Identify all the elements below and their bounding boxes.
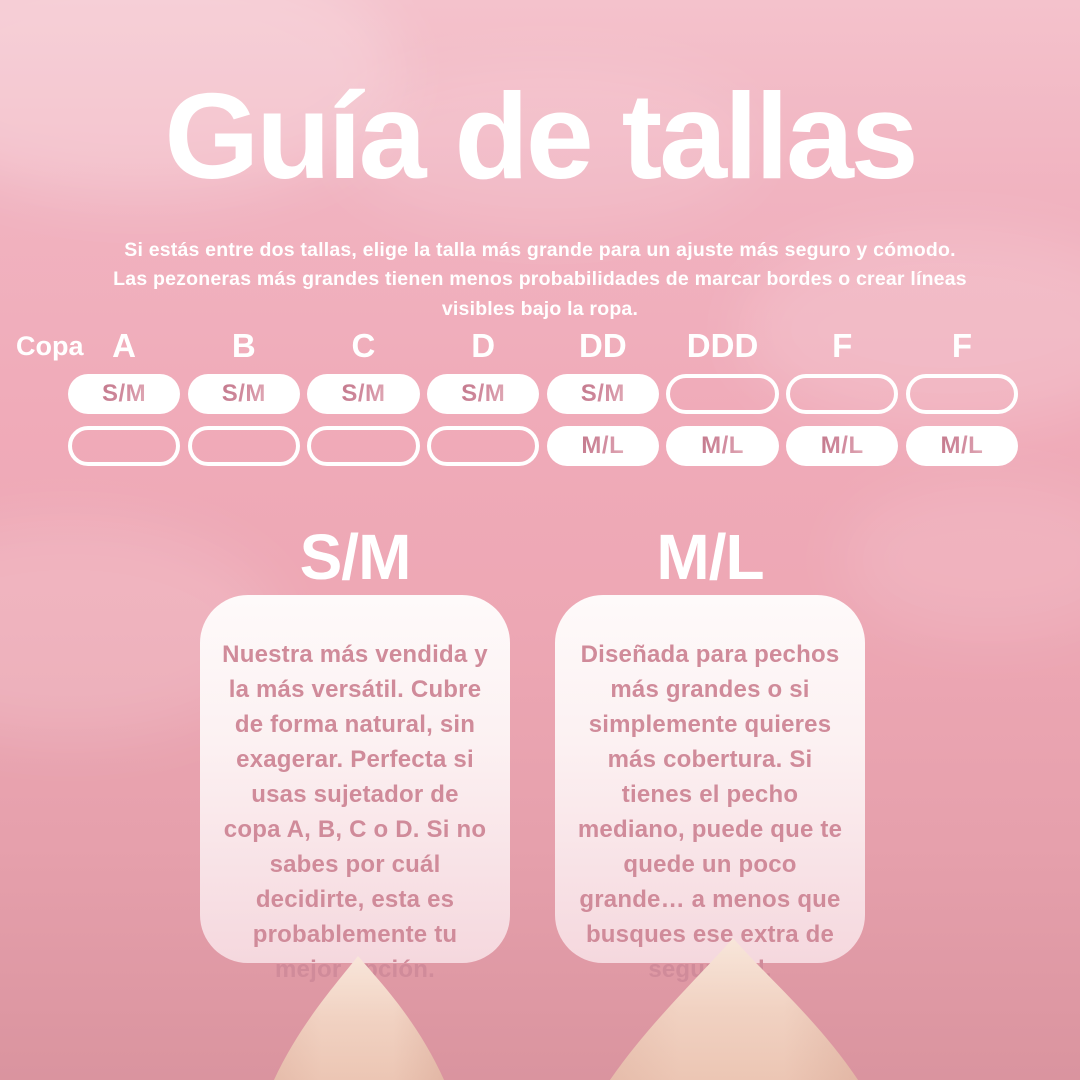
size-pill-empty	[187, 426, 300, 466]
product-photos	[274, 938, 858, 1080]
size-pill-label: M/L	[701, 432, 744, 459]
size-pill-label: M/L	[820, 432, 864, 459]
cup-letter: C	[351, 327, 376, 364]
section-heading-ml: M/L	[656, 521, 764, 593]
cup-letter-row: A B C D DD DDD F F	[68, 327, 1018, 365]
info-card-ml-text: Diseñada para pechos más grandes o si si…	[577, 641, 843, 983]
info-card-ml: Diseñada para pechos más grandes o si si…	[555, 595, 865, 983]
product-photo-ml	[610, 938, 858, 1080]
subtitle-line: Las pezoneras más grandes tienen menos p…	[113, 268, 967, 291]
size-pill-m-l: M/L	[905, 426, 1018, 466]
size-pill-row-sm: S/M S/M S/M S/M S/M	[68, 374, 1018, 414]
cup-letter: DD	[579, 327, 627, 364]
cup-letter: F	[832, 327, 853, 364]
cup-letter: D	[471, 327, 496, 364]
size-pill-empty	[905, 374, 1018, 414]
subtitle-line: visibles bajo la ropa.	[441, 297, 639, 320]
size-pill-s-m: S/M	[68, 374, 181, 414]
size-pill-m-l: M/L	[666, 426, 779, 466]
size-pill-label: S/M	[102, 380, 147, 407]
cup-letter: A	[112, 327, 137, 364]
size-pill-s-m: S/M	[427, 374, 540, 414]
size-pill-s-m: S/M	[307, 374, 420, 414]
size-pill-label: M/L	[581, 432, 625, 459]
size-pill-label: S/M	[221, 380, 266, 407]
cup-row-label: Copa	[16, 331, 84, 361]
section-heading-sm: S/M	[299, 521, 412, 593]
size-pill-s-m: S/M	[546, 374, 659, 414]
subtitle: Si estás entre dos tallas, elige la tall…	[0, 236, 1080, 324]
size-pill-m-l: M/L	[546, 426, 659, 466]
size-pill-empty	[666, 374, 779, 414]
subtitle-line: Si estás entre dos tallas, elige la tall…	[124, 239, 956, 261]
size-pill-m-l: M/L	[786, 426, 899, 466]
size-pill-empty	[307, 426, 420, 466]
size-pill-s-m: S/M	[187, 374, 300, 414]
cup-letter: DDD	[686, 327, 759, 364]
cloud-texture	[840, 480, 1080, 640]
size-pill-empty	[427, 426, 540, 466]
product-photo-sm	[274, 956, 444, 1080]
cup-letter: F	[951, 327, 972, 364]
size-pill-label: S/M	[461, 380, 506, 407]
size-pill-label: S/M	[580, 380, 625, 407]
size-pill-label: S/M	[341, 380, 386, 407]
size-pill-empty	[68, 426, 181, 466]
size-pill-row-ml: M/L M/L M/L M/L	[68, 426, 1018, 466]
cup-letter: B	[231, 327, 256, 364]
size-pill-label: M/L	[940, 432, 984, 459]
page-title: Guía de tallas	[164, 68, 918, 204]
size-pill-empty	[786, 374, 899, 414]
info-card-sm: Nuestra más vendida y la más versátil. C…	[200, 595, 510, 983]
